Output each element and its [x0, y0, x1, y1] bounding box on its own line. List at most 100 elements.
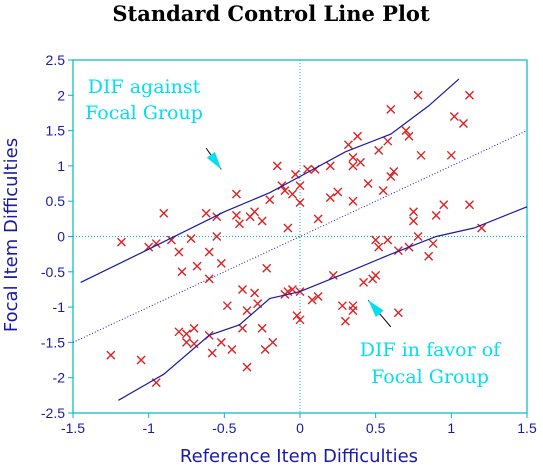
x-tick-label-4: 0.5 — [366, 420, 386, 436]
data-point-39 — [257, 216, 267, 226]
data-point-82 — [371, 270, 381, 280]
data-point-63 — [313, 214, 323, 224]
y-tick-label-7: -1 — [53, 299, 66, 315]
y-tick-label-10: -2.5 — [41, 405, 65, 421]
data-point-31 — [237, 323, 247, 333]
data-point-34 — [242, 362, 252, 372]
data-point-64 — [325, 161, 335, 171]
data-point-29 — [231, 189, 241, 199]
data-point-10 — [177, 267, 187, 277]
data-point-103 — [431, 210, 441, 220]
data-point-27 — [227, 344, 237, 354]
data-point-81 — [371, 235, 381, 245]
data-point-6 — [159, 208, 169, 218]
data-point-98 — [413, 232, 423, 241]
annotation-0-line-1: Focal Group — [85, 102, 203, 124]
data-point-101 — [424, 251, 434, 261]
annotation-1-line-0: DIF in favor of — [360, 339, 502, 361]
data-point-37 — [250, 288, 260, 298]
data-point-93 — [401, 126, 411, 136]
data-point-90 — [389, 167, 399, 177]
data-point-86 — [383, 136, 393, 146]
data-point-110 — [477, 223, 487, 233]
data-point-22 — [212, 232, 222, 241]
data-point-42 — [262, 263, 272, 273]
y-tick-label-5: 0 — [57, 229, 65, 245]
data-point-12 — [182, 337, 191, 347]
data-point-62 — [313, 292, 323, 302]
data-point-9 — [174, 327, 184, 337]
data-point-108 — [464, 90, 474, 100]
y-tick-label-1: 2 — [57, 87, 65, 103]
data-point-100 — [416, 150, 426, 160]
data-point-73 — [348, 152, 358, 162]
data-point-85 — [378, 186, 388, 196]
annotation-0-line-0: DIF against — [88, 76, 201, 98]
data-point-102 — [428, 239, 438, 249]
data-point-3 — [144, 242, 154, 252]
data-point-72 — [348, 306, 358, 316]
data-point-47 — [280, 186, 290, 196]
data-point-54 — [292, 311, 302, 321]
data-point-18 — [204, 247, 214, 257]
data-point-74 — [348, 161, 358, 171]
data-point-68 — [337, 301, 347, 311]
y-tick-label-0: 2.5 — [46, 52, 66, 68]
data-point-7 — [166, 235, 176, 245]
data-point-89 — [386, 171, 396, 181]
x-tick-label-0: -1.5 — [61, 420, 85, 436]
data-point-11 — [182, 329, 191, 339]
data-point-49 — [283, 223, 293, 233]
data-point-41 — [260, 344, 270, 354]
data-point-88 — [386, 104, 396, 114]
data-point-59 — [303, 164, 313, 174]
x-tick-label-5: 1 — [447, 420, 455, 436]
data-point-36 — [250, 207, 260, 217]
y-tick-label-4: 0.5 — [46, 193, 66, 209]
data-point-70 — [343, 140, 353, 150]
y-axis-label: Focal Item Difficulties — [1, 138, 22, 332]
identity-line — [72, 130, 528, 343]
data-point-97 — [409, 216, 418, 226]
data-point-44 — [268, 337, 278, 347]
data-point-43 — [265, 195, 275, 205]
data-point-0 — [106, 350, 116, 360]
lower-control-line — [118, 206, 528, 401]
data-point-57 — [295, 315, 305, 325]
data-point-26 — [222, 301, 232, 311]
data-point-45 — [272, 161, 282, 171]
data-point-8 — [174, 247, 184, 257]
data-point-14 — [189, 323, 199, 333]
data-point-58 — [295, 181, 305, 191]
data-point-28 — [231, 210, 241, 220]
annotation-0-arrow-head — [206, 151, 222, 170]
x-tick-label-3: 0 — [296, 420, 304, 436]
data-point-21 — [207, 348, 217, 358]
data-point-79 — [363, 179, 373, 189]
data-point-32 — [237, 284, 247, 294]
data-point-66 — [328, 270, 338, 280]
data-point-94 — [404, 131, 414, 141]
data-point-67 — [333, 187, 343, 197]
y-tick-label-9: -2 — [53, 370, 66, 386]
data-point-107 — [458, 119, 468, 129]
data-point-87 — [383, 235, 393, 245]
data-point-104 — [439, 200, 449, 210]
annotation-1-line-1: Focal Group — [371, 366, 489, 388]
data-point-99 — [413, 90, 423, 100]
upper-control-line — [80, 78, 460, 283]
data-point-55 — [295, 198, 305, 208]
x-tick-label-6: 1.5 — [517, 420, 537, 436]
data-point-17 — [201, 208, 211, 218]
x-tick-label-1: -1 — [142, 420, 155, 436]
data-point-2 — [136, 355, 146, 365]
x-axis-label: Reference Item Difficulties — [180, 446, 418, 467]
data-point-75 — [348, 196, 358, 206]
data-point-16 — [192, 261, 202, 271]
data-point-1 — [116, 237, 126, 247]
data-point-33 — [242, 306, 252, 316]
data-point-109 — [464, 200, 474, 210]
y-tick-label-2: 1.5 — [46, 123, 66, 139]
data-point-76 — [353, 131, 363, 141]
